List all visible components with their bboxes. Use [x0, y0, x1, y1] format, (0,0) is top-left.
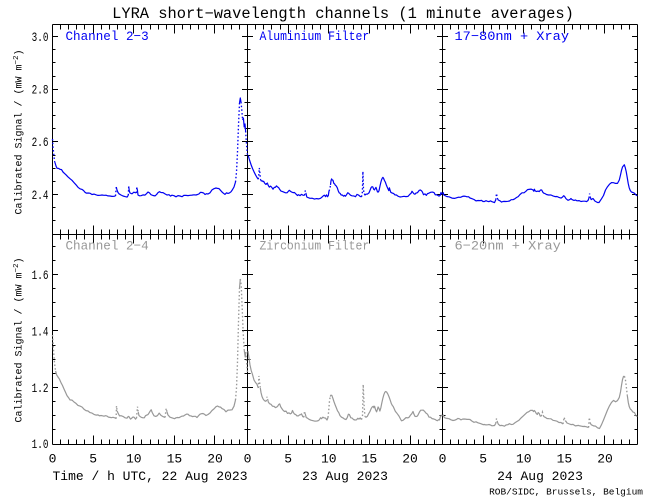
svg-text:LYRA short−wavelength channels: LYRA short−wavelength channels (1 minute… [112, 5, 574, 23]
svg-text:0: 0 [439, 452, 447, 467]
svg-text:ROB/SIDC, Brussels, Belgium: ROB/SIDC, Brussels, Belgium [489, 487, 643, 498]
svg-text:2.8: 2.8 [32, 84, 49, 98]
svg-text:Zirconium Filter: Zirconium Filter [260, 239, 370, 254]
svg-text:0: 0 [49, 452, 57, 467]
svg-text:5: 5 [89, 452, 97, 467]
svg-text:15: 15 [557, 452, 573, 467]
svg-text:1.6: 1.6 [32, 270, 49, 284]
svg-text:20: 20 [402, 452, 418, 467]
svg-text:Channel 2−4: Channel 2−4 [66, 238, 149, 253]
svg-text:15: 15 [167, 452, 183, 467]
svg-text:23 Aug 2023: 23 Aug 2023 [302, 469, 388, 484]
svg-text:1.4: 1.4 [32, 326, 49, 340]
svg-text:Time / h UTC, 22 Aug 2023: Time / h UTC, 22 Aug 2023 [52, 469, 247, 484]
svg-text:Channel 2−3: Channel 2−3 [66, 29, 149, 44]
svg-text:Calibrated Signal / (mW m−2): Calibrated Signal / (mW m−2) [13, 49, 26, 214]
svg-text:2.4: 2.4 [32, 190, 49, 204]
svg-text:1.0: 1.0 [32, 439, 49, 453]
svg-text:0: 0 [244, 452, 252, 467]
svg-text:15: 15 [362, 452, 378, 467]
svg-text:10: 10 [516, 452, 532, 467]
svg-text:Calibrated Signal / (mW m−2): Calibrated Signal / (mW m−2) [13, 257, 26, 422]
svg-text:5: 5 [479, 452, 487, 467]
svg-text:5: 5 [284, 452, 292, 467]
svg-text:1.2: 1.2 [32, 383, 49, 397]
svg-text:3.0: 3.0 [32, 32, 49, 46]
svg-text:24 Aug 2023: 24 Aug 2023 [497, 469, 583, 484]
svg-text:2.6: 2.6 [32, 137, 49, 151]
svg-text:17−80nm + Xray: 17−80nm + Xray [455, 29, 570, 44]
svg-text:6−20nm + Xray: 6−20nm + Xray [455, 239, 561, 254]
svg-text:10: 10 [126, 452, 142, 467]
svg-text:20: 20 [597, 452, 613, 467]
svg-text:Aluminium Filter: Aluminium Filter [260, 29, 370, 44]
svg-text:20: 20 [207, 452, 223, 467]
svg-text:10: 10 [321, 452, 337, 467]
